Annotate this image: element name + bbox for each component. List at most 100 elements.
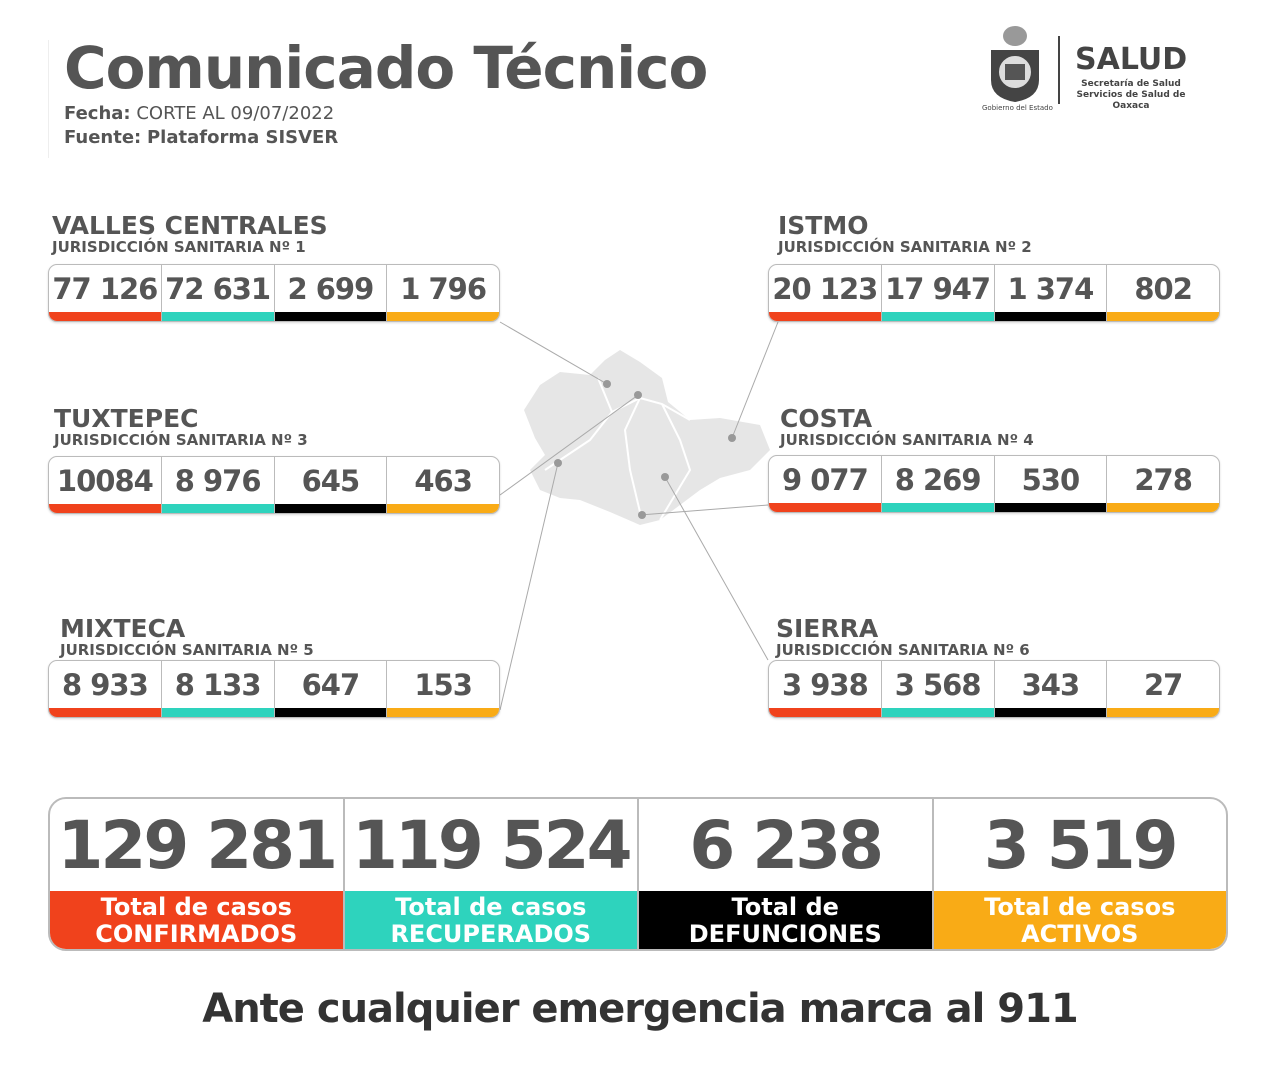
confirmados-bar [49, 708, 161, 717]
region-value-recuperados: 72 631 [161, 265, 275, 321]
recuperados-bar [881, 708, 994, 717]
region-value-confirmados: 77 126 [49, 265, 162, 321]
region-value-recuperados: 17 947 [881, 265, 995, 321]
date-value: CORTE AL 09/07/2022 [136, 103, 335, 124]
total-defunciones: 6 238 Total de DEFUNCIONES [639, 799, 934, 949]
region-dots [554, 380, 736, 519]
region-subtitle: JURISDICCIÓN SANITARIA Nº 5 [60, 641, 314, 659]
total-label: Total de casos RECUPERADOS [344, 891, 637, 949]
total-value: 129 281 [57, 806, 338, 884]
page-title: Comunicado Técnico [64, 34, 708, 102]
recuperados-bar [881, 503, 994, 512]
salud-logo-text: SALUD [1075, 42, 1188, 77]
region-value-defunciones: 1 374 [994, 265, 1108, 321]
region-header: COSTA JURISDICCIÓN SANITARIA Nº 4 [780, 404, 1034, 449]
region-value-defunciones: 647 [274, 661, 388, 717]
total-label: Total de casos CONFIRMADOS [50, 891, 343, 949]
total-confirmados: 129 281 Total de casos CONFIRMADOS [50, 799, 345, 949]
region-value-activos: 802 [1107, 265, 1219, 321]
date-label: Fecha: [64, 103, 131, 124]
region-card: 10084 8 976 645 463 [48, 456, 500, 514]
region-value-confirmados: 10084 [49, 457, 162, 513]
region-header: ISTMO JURISDICCIÓN SANITARIA Nº 2 [778, 211, 1032, 256]
region-card: 3 938 3 568 343 27 [768, 660, 1220, 718]
gobierno-label: Gobierno del Estado [982, 104, 1053, 112]
region-value-defunciones: 645 [274, 457, 388, 513]
date-line: Fecha: CORTE AL 09/07/2022 [64, 103, 334, 124]
total-recuperados: 119 524 Total de casos RECUPERADOS [344, 799, 639, 949]
activos-bar [387, 312, 499, 321]
defunciones-bar [994, 708, 1107, 717]
emergency-footer: Ante cualquier emergencia marca al 911 [202, 986, 1079, 1032]
region-header: SIERRA JURISDICCIÓN SANITARIA Nº 6 [776, 614, 1030, 659]
salud-subtitle: Secretaría de Salud Servicios de Salud de… [1076, 79, 1186, 111]
confirmados-bar [769, 312, 881, 321]
region-value-defunciones: 2 699 [274, 265, 388, 321]
region-value-confirmados: 8 933 [49, 661, 162, 717]
total-value: 3 519 [983, 806, 1179, 884]
leader-lines [499, 321, 779, 711]
recuperados-bar [161, 708, 274, 717]
recuperados-bar [161, 312, 274, 321]
region-value-confirmados: 20 123 [769, 265, 882, 321]
oaxaca-map [499, 321, 779, 711]
region-title: TUXTEPEC [54, 404, 199, 433]
activos-bar [387, 708, 499, 717]
region-value-activos: 463 [387, 457, 499, 513]
region-subtitle: JURISDICCIÓN SANITARIA Nº 4 [780, 431, 1034, 449]
region-value-recuperados: 8 133 [161, 661, 275, 717]
logo-divider [1058, 36, 1060, 104]
recuperados-bar [161, 504, 274, 513]
region-title: ISTMO [778, 211, 869, 240]
activos-bar [387, 504, 499, 513]
total-value: 6 238 [689, 806, 884, 884]
region-card: 77 126 72 631 2 699 1 796 [48, 264, 500, 322]
region-header: MIXTECA JURISDICCIÓN SANITARIA Nº 5 [60, 614, 314, 659]
region-subtitle: JURISDICCIÓN SANITARIA Nº 3 [54, 431, 308, 449]
region-subtitle: JURISDICCIÓN SANITARIA Nº 1 [52, 238, 306, 256]
confirmados-bar [49, 504, 161, 513]
region-title: COSTA [780, 404, 873, 433]
region-value-confirmados: 3 938 [769, 661, 882, 717]
region-value-activos: 278 [1107, 456, 1219, 512]
activos-bar [1107, 708, 1219, 717]
region-value-recuperados: 8 976 [161, 457, 275, 513]
region-value-confirmados: 9 077 [769, 456, 882, 512]
region-card: 9 077 8 269 530 278 [768, 455, 1220, 513]
defunciones-bar [274, 708, 387, 717]
activos-bar [1107, 503, 1219, 512]
activos-bar [1107, 312, 1219, 321]
region-title: VALLES CENTRALES [52, 211, 328, 240]
region-header: TUXTEPEC JURISDICCIÓN SANITARIA Nº 3 [54, 404, 308, 449]
region-value-activos: 153 [387, 661, 499, 717]
region-title: MIXTECA [60, 614, 186, 643]
total-activos: 3 519 Total de casos ACTIVOS [933, 799, 1226, 949]
region-value-activos: 1 796 [387, 265, 499, 321]
region-value-recuperados: 8 269 [881, 456, 995, 512]
region-header: VALLES CENTRALES JURISDICCIÓN SANITARIA … [52, 211, 328, 256]
region-value-defunciones: 530 [994, 456, 1108, 512]
confirmados-bar [49, 312, 161, 321]
region-value-defunciones: 343 [994, 661, 1108, 717]
region-value-recuperados: 3 568 [881, 661, 995, 717]
source-value: Plataforma SISVER [146, 127, 339, 148]
total-label: Total de casos ACTIVOS [933, 891, 1226, 949]
region-title: SIERRA [776, 614, 879, 643]
region-subtitle: JURISDICCIÓN SANITARIA Nº 6 [776, 641, 1030, 659]
region-value-activos: 27 [1107, 661, 1219, 717]
defunciones-bar [274, 504, 387, 513]
source-line: Fuente: Plataforma SISVER [64, 127, 338, 148]
recuperados-bar [881, 312, 994, 321]
state-coat-of-arms-icon [991, 26, 1039, 102]
region-card: 20 123 17 947 1 374 802 [768, 264, 1220, 322]
divider [48, 40, 49, 158]
totals-panel: 129 281 Total de casos CONFIRMADOS 119 524… [48, 797, 1228, 951]
defunciones-bar [274, 312, 387, 321]
source-label: Fuente: [64, 127, 142, 148]
region-card: 8 933 8 133 647 153 [48, 660, 500, 718]
defunciones-bar [994, 503, 1107, 512]
defunciones-bar [994, 312, 1107, 321]
confirmados-bar [769, 708, 881, 717]
total-value: 119 524 [351, 806, 633, 884]
region-subtitle: JURISDICCIÓN SANITARIA Nº 2 [778, 238, 1032, 256]
